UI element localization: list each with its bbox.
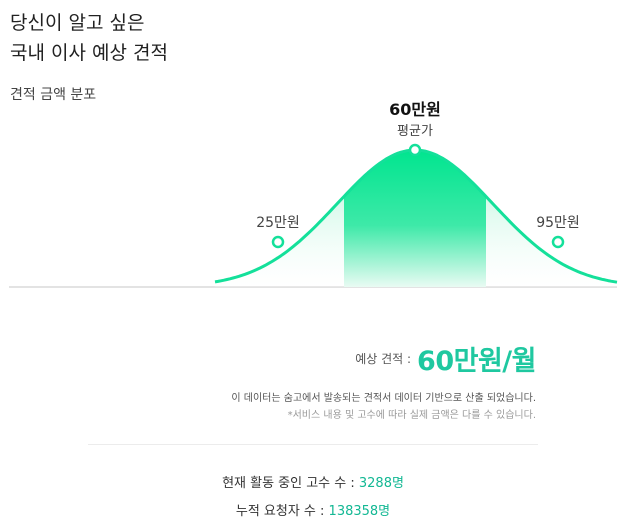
max-point-marker — [551, 235, 565, 249]
active-pros-count: 3288명 — [358, 476, 404, 491]
estimate-label: 예상 견적 : — [355, 351, 412, 366]
page-title-line-2: 국내 이사 예상 견적 — [10, 42, 168, 64]
data-source-note: 이 데이터는 숨고에서 발송되는 견적서 데이터 기반으로 산출 되었습니다. — [231, 393, 536, 404]
min-point-marker — [271, 235, 285, 249]
min-price-label: 25만원 — [256, 215, 300, 231]
total-requesters-count: 138358명 — [328, 504, 391, 519]
total-requesters-label: 누적 요청자 수 : — [235, 504, 325, 519]
page-title-line-1: 당신이 알고 싶은 — [10, 12, 145, 34]
average-range-band — [344, 150, 486, 287]
price-distribution-chart — [9, 143, 618, 288]
estimate-summary: 예상 견적 : 60만원/월 — [355, 338, 536, 378]
distribution-subtitle: 견적 금액 분포 — [10, 87, 97, 103]
average-caption: 평균가 — [397, 124, 433, 139]
estimate-value: 60만원/월 — [417, 345, 536, 377]
average-price-label: 60만원 — [389, 100, 441, 119]
max-price-label: 95만원 — [536, 215, 580, 231]
section-divider — [88, 444, 538, 445]
total-requesters-stat: 누적 요청자 수 : 138358명 — [0, 500, 626, 519]
active-pros-label: 현재 활동 중인 고수 수 : — [222, 476, 355, 491]
avg-point-marker — [408, 143, 422, 157]
page-title: 당신이 알고 싶은 국내 이사 예상 견적 — [10, 8, 168, 68]
disclaimer-note: *서비스 내용 및 고수에 따라 실제 금액은 다를 수 있습니다. — [287, 410, 536, 421]
active-pros-stat: 현재 활동 중인 고수 수 : 3288명 — [0, 472, 626, 491]
